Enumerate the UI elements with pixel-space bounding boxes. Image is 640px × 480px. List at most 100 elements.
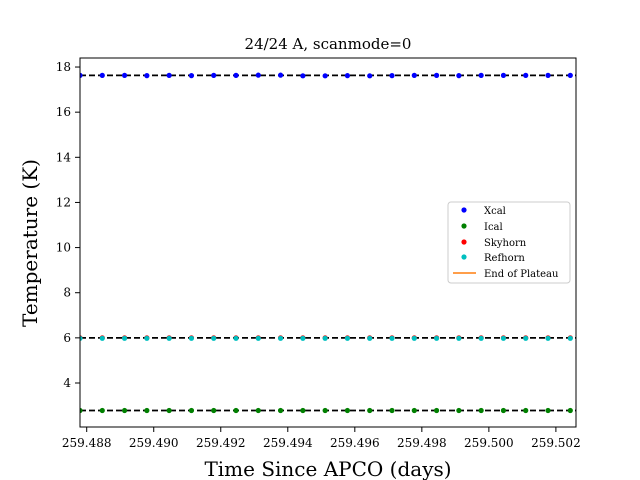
y-tick-label-4: 12 <box>56 195 71 209</box>
point-refhorn-13 <box>367 335 373 341</box>
point-xcal-3 <box>144 73 150 79</box>
point-ical-8 <box>255 407 261 414</box>
point-refhorn-0 <box>80 335 83 341</box>
point-ical-10 <box>300 407 306 414</box>
point-refhorn-2 <box>121 335 128 341</box>
legend-label-end-of-plateau: End of Plateau <box>484 269 559 280</box>
point-xcal-11 <box>322 73 328 79</box>
point-ical-13 <box>367 407 373 414</box>
point-ical-22 <box>567 407 573 414</box>
point-xcal-20 <box>523 72 529 78</box>
x-tick-label-3: 259.494 <box>263 436 313 450</box>
x-tick-label-4: 259.496 <box>330 436 380 450</box>
y-tick-label-0: 4 <box>63 376 71 390</box>
x-axis-label: Time Since APCO (days) <box>204 457 451 480</box>
point-refhorn-12 <box>344 335 351 341</box>
chart-title: 24/24 A, scanmode=0 <box>245 35 412 53</box>
point-xcal-15 <box>411 72 417 78</box>
point-refhorn-1 <box>99 335 105 341</box>
point-xcal-1 <box>99 72 105 78</box>
point-xcal-6 <box>211 72 217 78</box>
point-refhorn-16 <box>433 335 440 341</box>
point-ical-6 <box>211 407 217 414</box>
legend-marker-ical <box>461 223 467 229</box>
point-refhorn-9 <box>277 335 284 341</box>
point-refhorn-20 <box>523 335 529 341</box>
point-xcal-13 <box>367 73 373 79</box>
y-tick-label-6: 16 <box>56 105 71 119</box>
legend-label-refhorn: Refhorn <box>484 253 525 264</box>
x-tick-label-0: 259.488 <box>62 436 112 450</box>
point-ical-3 <box>144 407 150 414</box>
point-refhorn-3 <box>144 335 150 341</box>
point-xcal-7 <box>233 72 239 78</box>
point-refhorn-6 <box>211 335 217 341</box>
point-xcal-19 <box>500 72 507 78</box>
point-xcal-8 <box>255 72 261 78</box>
point-ical-11 <box>322 407 328 414</box>
data-points <box>80 72 573 414</box>
point-refhorn-18 <box>478 335 484 341</box>
point-xcal-5 <box>188 73 195 79</box>
point-xcal-4 <box>166 72 172 78</box>
legend: Xcal Ical Skyhorn Refhorn End of Plateau <box>447 201 571 284</box>
point-xcal-2 <box>121 72 128 78</box>
point-refhorn-5 <box>188 335 195 341</box>
point-refhorn-8 <box>255 335 261 341</box>
point-refhorn-7 <box>233 335 239 341</box>
point-refhorn-11 <box>322 335 328 341</box>
x-tick-label-2: 259.492 <box>196 436 246 450</box>
y-tick-label-1: 6 <box>63 331 71 345</box>
y-tick-label-7: 18 <box>56 60 71 74</box>
point-ical-16 <box>433 407 440 414</box>
legend-box <box>447 201 571 284</box>
y-axis: 4 6 8 10 12 14 16 18 <box>56 60 80 390</box>
point-ical-19 <box>500 407 507 414</box>
legend-label-xcal: Xcal <box>484 206 506 217</box>
point-xcal-10 <box>300 73 306 79</box>
point-ical-21 <box>545 407 551 414</box>
point-xcal-16 <box>433 72 440 78</box>
legend-label-skyhorn: Skyhorn <box>484 238 527 249</box>
point-xcal-22 <box>567 72 573 78</box>
point-xcal-0 <box>80 72 83 78</box>
legend-marker-skyhorn <box>461 239 467 245</box>
point-xcal-14 <box>389 73 395 79</box>
point-ical-1 <box>99 407 105 414</box>
x-axis: 259.488 259.490 259.492 259.494 259.496 259.4… <box>62 427 581 450</box>
point-xcal-21 <box>545 72 551 78</box>
y-tick-label-3: 10 <box>56 241 71 255</box>
y-tick-label-5: 14 <box>56 150 72 164</box>
point-refhorn-4 <box>166 335 172 341</box>
point-ical-2 <box>121 407 128 414</box>
point-xcal-18 <box>478 72 484 78</box>
point-refhorn-19 <box>500 335 507 341</box>
x-tick-label-6: 259.500 <box>464 436 514 450</box>
point-ical-17 <box>456 407 462 414</box>
point-refhorn-10 <box>300 335 306 341</box>
point-ical-7 <box>233 407 239 414</box>
point-ical-4 <box>166 407 172 414</box>
y-axis-label: Temperature (K) <box>18 159 42 327</box>
point-ical-5 <box>188 407 195 414</box>
point-refhorn-22 <box>567 335 573 341</box>
point-refhorn-15 <box>411 335 417 341</box>
point-refhorn-21 <box>545 335 551 341</box>
legend-marker-xcal <box>461 207 467 213</box>
point-ical-12 <box>344 407 351 414</box>
point-refhorn-14 <box>389 335 395 341</box>
y-tick-label-2: 8 <box>63 286 71 300</box>
point-xcal-17 <box>456 73 462 79</box>
point-ical-14 <box>389 407 395 414</box>
point-ical-20 <box>523 407 529 414</box>
x-tick-label-7: 259.502 <box>531 436 581 450</box>
point-ical-15 <box>411 407 417 414</box>
legend-marker-refhorn <box>461 254 467 260</box>
point-ical-9 <box>277 407 284 414</box>
point-ical-0 <box>80 407 83 414</box>
point-xcal-12 <box>344 73 351 79</box>
point-xcal-9 <box>277 72 284 78</box>
legend-label-ical: Ical <box>484 222 503 233</box>
x-tick-label-1: 259.490 <box>129 436 179 450</box>
